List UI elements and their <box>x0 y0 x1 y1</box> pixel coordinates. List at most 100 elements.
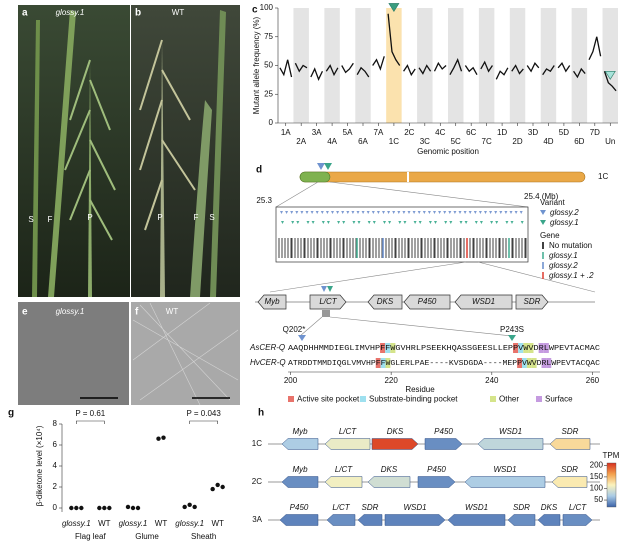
gene-label: DKS <box>377 297 394 306</box>
x-tick-label: 1D <box>497 128 507 137</box>
variant-tick <box>311 221 315 224</box>
series-label: WT <box>211 519 224 528</box>
legend-label: glossy.1 <box>550 218 579 227</box>
variant-tick <box>388 221 392 224</box>
panel-label: e <box>22 307 28 318</box>
gene <box>279 514 319 526</box>
gene <box>309 294 347 310</box>
chromosome-label: 1C <box>598 172 608 181</box>
residue-highlight <box>541 358 547 368</box>
chromosome <box>299 171 586 183</box>
photo-e <box>18 302 129 405</box>
allele-frequency-line <box>341 62 354 74</box>
residue-highlight <box>375 358 381 368</box>
variant-tick <box>468 211 472 214</box>
allele-frequency-line <box>325 64 339 77</box>
gene <box>371 438 419 450</box>
variant-tick <box>495 221 499 224</box>
variant-tick <box>474 221 478 224</box>
y-tick-label: 2 <box>53 482 58 491</box>
data-point <box>130 505 136 511</box>
gene <box>515 294 549 310</box>
data-point <box>69 505 74 511</box>
row-label: 1C <box>252 439 262 448</box>
colorbar-tick-label: 100 <box>590 484 604 493</box>
residue-highlight <box>518 343 524 353</box>
variant-tick <box>479 221 483 224</box>
legend-swatch <box>536 396 542 402</box>
allele-frequency-line <box>294 62 308 73</box>
variant-tick <box>403 221 407 224</box>
gene <box>257 294 287 310</box>
p-value: P = 0.043 <box>187 409 222 418</box>
y-tick-label: 25 <box>264 89 273 98</box>
allele-frequency-line <box>526 62 540 73</box>
y-tick-label: 6 <box>53 440 58 449</box>
gene-label: WSD1 <box>499 427 522 436</box>
variant-tick <box>519 211 523 214</box>
colorbar <box>606 462 617 508</box>
data-point <box>220 484 225 490</box>
variant-tick <box>407 211 411 214</box>
gene <box>464 476 546 488</box>
photo-a <box>18 5 130 297</box>
variant-tick <box>402 211 406 214</box>
chromosome-band <box>355 8 371 123</box>
variant-tick <box>398 221 402 224</box>
data-point <box>215 482 220 488</box>
variant-tick <box>341 211 345 214</box>
residue-highlight <box>385 358 391 368</box>
legend-label: glossy.1 + .2 <box>549 271 594 280</box>
variant-tick <box>376 211 380 214</box>
x-tick-label: 7A <box>374 128 384 137</box>
allele-frequency-line <box>542 65 555 76</box>
data-point <box>135 505 141 511</box>
allele-frequency-line <box>511 64 524 75</box>
variant-tick <box>367 221 371 224</box>
photo-caption: glossy.1 <box>56 8 85 17</box>
allele-frequency-line <box>588 36 602 61</box>
series-label: glossy.1 <box>62 519 91 528</box>
chromosome-band <box>448 8 464 123</box>
variant-tick <box>449 221 453 224</box>
panel-label: a <box>22 8 28 19</box>
data-point <box>97 505 102 511</box>
legend-label: Active site pocket <box>297 395 360 404</box>
variant-tick <box>397 211 401 214</box>
data-point <box>125 504 131 510</box>
allele-frequency-line <box>310 67 324 81</box>
organ-label: P <box>87 213 92 222</box>
allele-frequency-line <box>573 67 586 79</box>
gene <box>324 438 371 450</box>
sequence-name: AsCER-Q <box>249 343 285 352</box>
residue-highlight <box>523 343 529 353</box>
variant-tick <box>357 221 361 224</box>
colorbar-tick-label: 50 <box>594 495 603 504</box>
legend-swatch <box>360 396 366 402</box>
variant-tick <box>463 211 467 214</box>
y-tick-label: 4 <box>53 461 58 470</box>
x-tick-label: 3A <box>312 128 322 137</box>
photo-f <box>131 302 240 405</box>
gene <box>424 438 463 450</box>
residue-highlight <box>531 358 537 368</box>
zoom-lines <box>269 261 596 293</box>
x-tick-label: 4A <box>327 137 337 146</box>
organ-label: S <box>209 213 214 222</box>
gene-label: L/CT <box>569 503 587 512</box>
variant-tick <box>509 211 513 214</box>
x-tick-label: 3C <box>420 137 430 146</box>
allele-frequency-line <box>403 64 416 77</box>
variant-tick <box>325 211 329 214</box>
sequence-name: HvCER-Q <box>250 358 286 367</box>
panel-label: b <box>135 8 141 19</box>
variant-tick <box>418 221 422 224</box>
p-value: P = 0.61 <box>75 409 105 418</box>
variant-tick <box>520 221 524 224</box>
chromosome-band <box>417 8 433 123</box>
variant-tick <box>478 211 482 214</box>
x-tick-label: 1A <box>281 128 291 137</box>
legend-label: Substrate-binding pocket <box>369 395 458 404</box>
gene-label: WSD1 <box>465 503 488 512</box>
x-tick-label: 4C <box>435 128 445 137</box>
